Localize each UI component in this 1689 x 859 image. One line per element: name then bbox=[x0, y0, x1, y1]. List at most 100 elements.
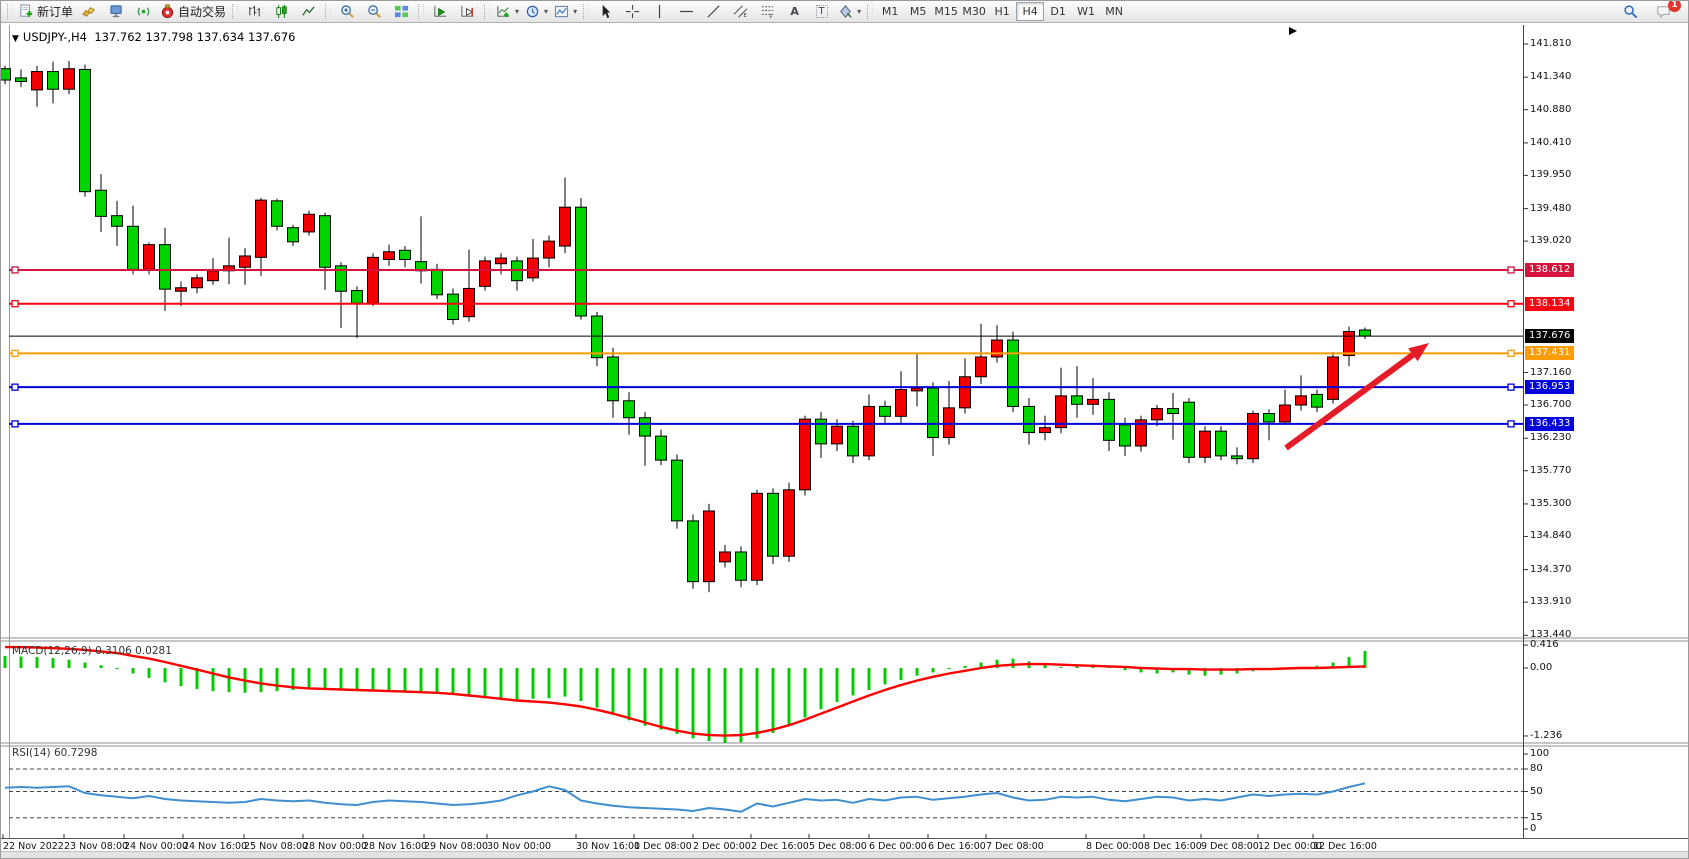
candle-body bbox=[527, 257, 539, 279]
price-tick-label: 141.810 bbox=[1530, 38, 1572, 49]
candle-body bbox=[991, 339, 1003, 358]
indicators-button[interactable]: ▾ bbox=[493, 2, 522, 21]
text-button[interactable]: A bbox=[781, 2, 808, 21]
tab-h4[interactable]: H4 bbox=[1016, 2, 1045, 21]
periods-button[interactable]: ▾ bbox=[522, 2, 551, 21]
signal-icon bbox=[136, 4, 151, 19]
fibonacci-button[interactable]: F bbox=[754, 2, 781, 21]
macd-histogram-bar bbox=[803, 668, 807, 718]
macd-histogram-bar bbox=[1139, 668, 1143, 673]
tab-m30[interactable]: M30 bbox=[962, 5, 986, 18]
templates-button[interactable]: ▾ bbox=[551, 2, 580, 21]
community-button[interactable]: 1 bbox=[1650, 1, 1681, 21]
ohlc-values: 137.762 137.798 137.634 137.676 bbox=[94, 30, 296, 44]
tab-mn[interactable]: MN bbox=[1105, 5, 1123, 18]
price-badge-137.676: 137.676 bbox=[1525, 329, 1575, 344]
macd-histogram-bar bbox=[547, 668, 551, 699]
macd-histogram-bar bbox=[227, 668, 231, 693]
candle-body bbox=[271, 200, 283, 227]
rsi-tick-label: 50 bbox=[1530, 785, 1543, 797]
time-axis-label: 24 Nov 16:00 bbox=[183, 841, 248, 852]
tab-d1[interactable]: D1 bbox=[1050, 5, 1066, 18]
text-label-button[interactable]: T bbox=[808, 2, 835, 21]
tab-m5[interactable]: M5 bbox=[909, 5, 927, 18]
candle-body bbox=[47, 71, 59, 90]
macd-histogram-bar bbox=[643, 668, 647, 726]
candle-body bbox=[735, 551, 747, 581]
vertical-line-button[interactable] bbox=[646, 2, 673, 21]
text-icon: A bbox=[790, 5, 799, 18]
tab-h1[interactable]: H1 bbox=[994, 5, 1010, 18]
signals-button[interactable] bbox=[130, 2, 157, 21]
macd-histogram-bar bbox=[451, 668, 455, 695]
candle-body bbox=[1199, 430, 1211, 458]
macd-histogram-bar bbox=[1155, 668, 1159, 674]
macd-histogram-bar bbox=[387, 668, 391, 692]
macd-histogram-bar bbox=[931, 668, 935, 673]
equidistant-channel-button[interactable]: E bbox=[727, 2, 754, 21]
chart-shift-icon bbox=[460, 4, 475, 19]
level-endpoint-marker bbox=[11, 383, 19, 391]
zoom-in-button[interactable] bbox=[334, 2, 361, 21]
toolbar-grip bbox=[484, 4, 491, 19]
clock-icon bbox=[525, 4, 540, 19]
cursor-icon bbox=[598, 4, 613, 19]
tab-w1[interactable]: W1 bbox=[1077, 5, 1096, 18]
macd-histogram-bar bbox=[595, 668, 599, 708]
chart-shift-button[interactable] bbox=[454, 2, 481, 21]
candle-body bbox=[1295, 395, 1307, 406]
cursor-button[interactable] bbox=[592, 2, 619, 21]
macd-histogram-bar bbox=[563, 668, 567, 697]
price-tick-label: 136.700 bbox=[1530, 399, 1572, 411]
tab-m15[interactable]: M15 bbox=[934, 5, 958, 18]
candle-body bbox=[95, 189, 107, 217]
price-tick-label: 141.340 bbox=[1530, 71, 1572, 83]
chart-shift-marker-icon bbox=[1289, 27, 1297, 35]
macd-histogram-bar bbox=[339, 668, 343, 689]
auto-scroll-button[interactable] bbox=[427, 2, 454, 21]
macd-histogram-bar bbox=[851, 668, 855, 696]
rsi-tick-label: 0 bbox=[1530, 823, 1537, 834]
tile-windows-icon bbox=[394, 4, 409, 19]
crosshair-button[interactable] bbox=[619, 2, 646, 21]
time-axis-label: 28 Nov 00:00 bbox=[303, 841, 368, 852]
trend-arrow[interactable] bbox=[1284, 352, 1415, 451]
price-tick-label: 140.410 bbox=[1530, 136, 1572, 148]
price-tick-label: 137.160 bbox=[1530, 366, 1572, 378]
level-endpoint-marker bbox=[11, 420, 19, 428]
macd-histogram-bar bbox=[627, 668, 631, 721]
macd-histogram-bar bbox=[579, 668, 583, 701]
arrows-button[interactable]: ▾ bbox=[835, 2, 864, 21]
bar-chart-button[interactable] bbox=[241, 2, 268, 21]
toolbar-grip bbox=[232, 4, 239, 19]
level-endpoint-marker bbox=[11, 349, 19, 358]
candlestick-button[interactable] bbox=[268, 2, 295, 21]
macd-histogram-bar bbox=[131, 668, 135, 674]
macd-histogram-bar bbox=[1331, 662, 1335, 668]
auto-trading-button[interactable]: 自动交易 bbox=[157, 2, 229, 21]
new-order-icon bbox=[19, 4, 34, 19]
horizontal-line-button[interactable] bbox=[673, 2, 700, 21]
candle-body bbox=[751, 492, 763, 581]
zoom-out-button[interactable] bbox=[361, 2, 388, 21]
candle-body bbox=[559, 206, 571, 247]
tile-windows-button[interactable] bbox=[388, 2, 415, 21]
trendline-button[interactable] bbox=[700, 2, 727, 21]
new-order-button[interactable]: 新订单 bbox=[16, 2, 76, 21]
candle-body bbox=[687, 520, 699, 583]
navigator-button[interactable] bbox=[103, 2, 130, 21]
macd-histogram-bar bbox=[1347, 657, 1351, 668]
macd-histogram-bar bbox=[1219, 668, 1223, 675]
tab-m1[interactable]: M1 bbox=[881, 5, 899, 18]
market-watch-button[interactable] bbox=[76, 2, 103, 21]
template-icon bbox=[554, 4, 569, 19]
candle-body bbox=[1151, 408, 1163, 421]
macd-histogram-bar bbox=[1043, 664, 1047, 668]
dropdown-arrow-icon: ▾ bbox=[515, 7, 520, 16]
line-chart-button[interactable] bbox=[295, 2, 322, 21]
search-button[interactable] bbox=[1617, 2, 1644, 21]
text-label-icon: T bbox=[815, 5, 828, 18]
macd-histogram-bar bbox=[323, 668, 327, 689]
candle-body bbox=[431, 268, 443, 296]
